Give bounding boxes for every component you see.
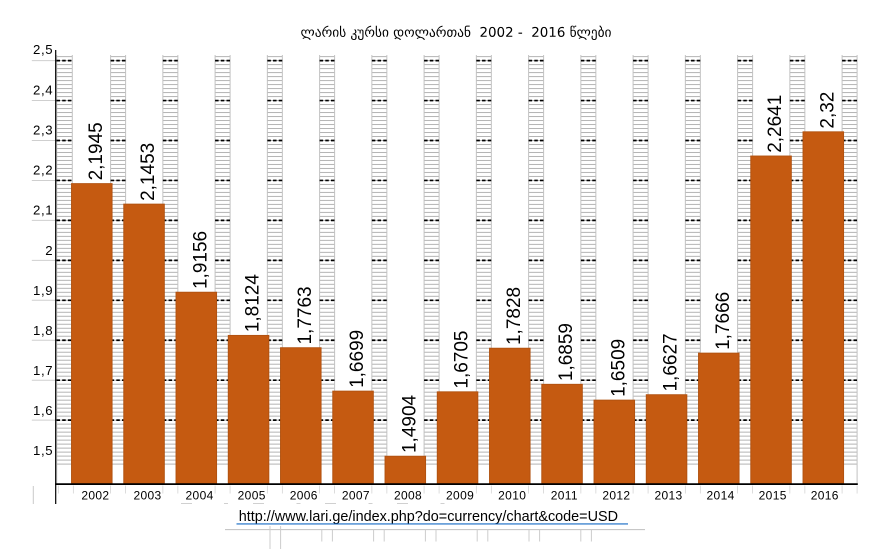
svg-text:2016: 2016 (811, 489, 839, 503)
svg-text:2,2641: 2,2641 (765, 95, 786, 153)
svg-text:1,7763: 1,7763 (295, 286, 316, 344)
svg-text:2008: 2008 (394, 489, 422, 503)
svg-text:2,4: 2,4 (33, 82, 53, 97)
svg-text:2: 2 (45, 243, 53, 258)
svg-text:1,4904: 1,4904 (399, 394, 420, 453)
svg-text:2004: 2004 (186, 489, 214, 503)
svg-text:2011: 2011 (551, 489, 578, 503)
svg-text:1,9156: 1,9156 (190, 231, 211, 289)
svg-text:2015: 2015 (759, 489, 787, 503)
svg-text:1,7828: 1,7828 (504, 287, 525, 345)
svg-text:1,6: 1,6 (33, 403, 53, 418)
svg-text:2,1: 2,1 (33, 203, 53, 218)
svg-text:http://www.lari.ge/index.php?d: http://www.lari.ge/index.php?do=currency… (239, 509, 618, 525)
svg-text:2006: 2006 (290, 489, 318, 503)
svg-text:2002: 2002 (81, 489, 109, 503)
svg-text:2013: 2013 (654, 489, 682, 503)
svg-text:1,6627: 1,6627 (661, 333, 682, 391)
svg-text:2009: 2009 (446, 489, 474, 503)
svg-text:2,1453: 2,1453 (138, 143, 159, 201)
svg-text:2007: 2007 (342, 489, 370, 503)
svg-text:1,6699: 1,6699 (347, 330, 368, 388)
svg-text:2005: 2005 (238, 489, 266, 503)
svg-text:2,3: 2,3 (33, 122, 53, 137)
svg-text:1,6705: 1,6705 (452, 330, 473, 388)
svg-text:1,6859: 1,6859 (556, 323, 577, 381)
svg-text:1,9: 1,9 (33, 283, 53, 298)
svg-text:2003: 2003 (133, 489, 161, 503)
svg-text:1,8: 1,8 (33, 323, 53, 338)
svg-text:2012: 2012 (602, 489, 630, 503)
svg-text:2,5: 2,5 (33, 42, 53, 57)
svg-text:2,32: 2,32 (817, 92, 838, 129)
svg-text:1,7: 1,7 (33, 363, 53, 378)
svg-text:2014: 2014 (707, 489, 735, 503)
svg-text:1,7666: 1,7666 (713, 292, 734, 350)
svg-text:1,6509: 1,6509 (608, 339, 629, 397)
svg-text:1,5: 1,5 (33, 443, 53, 458)
svg-text:2010: 2010 (498, 489, 526, 503)
svg-text:1,8124: 1,8124 (243, 274, 264, 333)
svg-text:2,2: 2,2 (33, 163, 53, 178)
svg-text:2,1945: 2,1945 (86, 122, 107, 180)
